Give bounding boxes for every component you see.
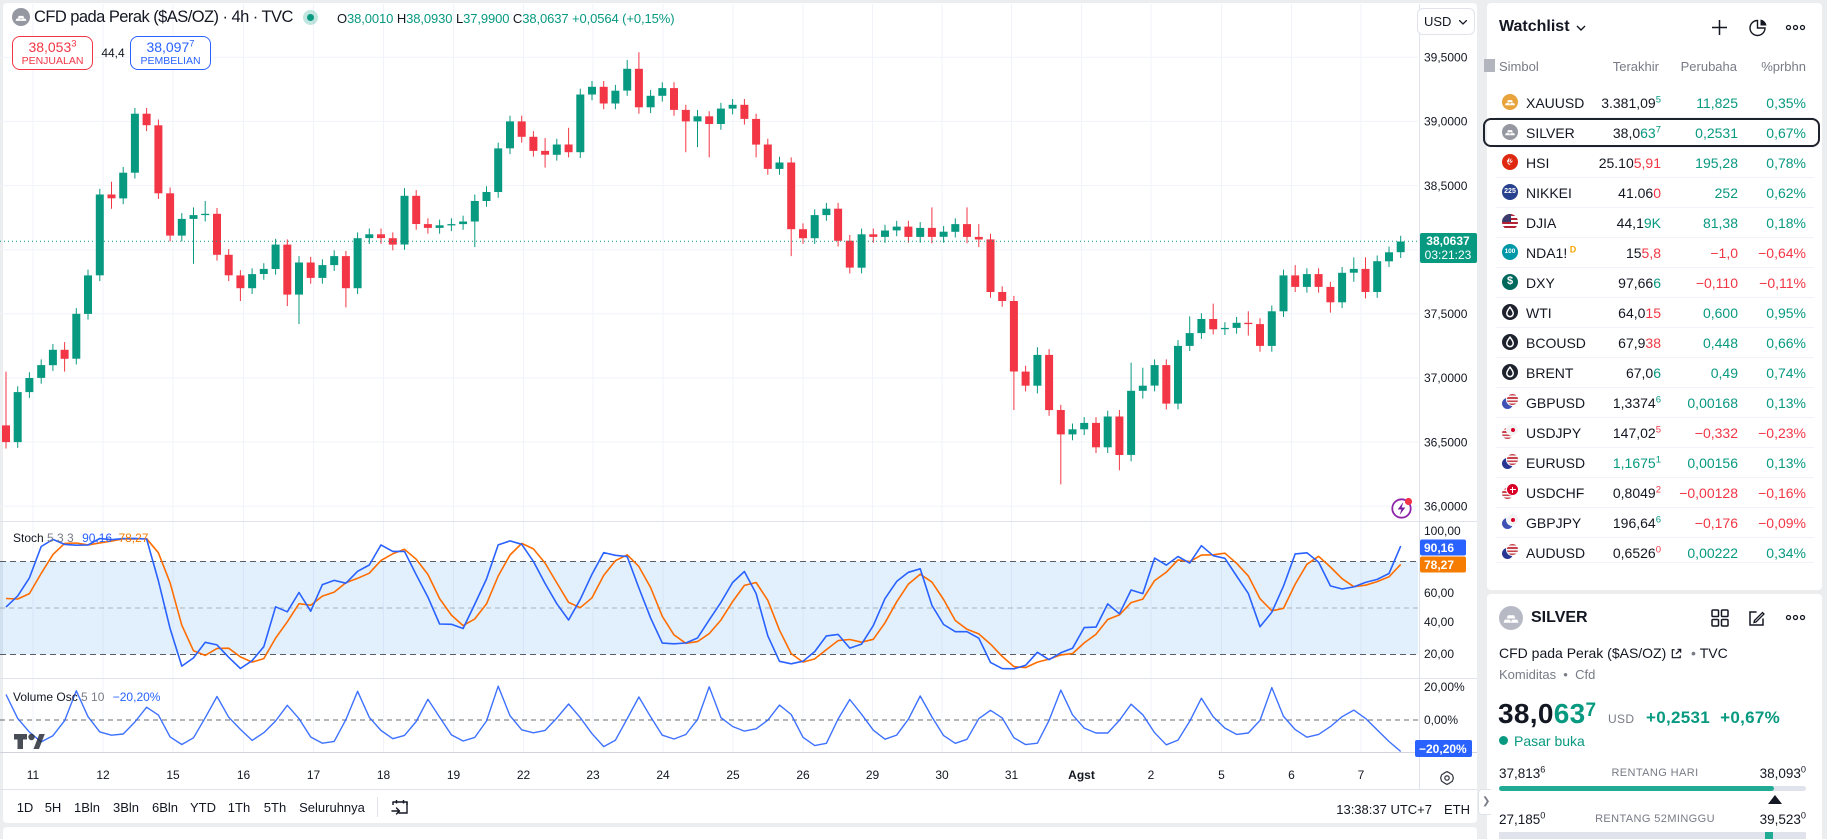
svg-text:20,00%: 20,00% — [1424, 680, 1465, 694]
svg-text:25: 25 — [726, 768, 740, 782]
svg-text:26: 26 — [796, 768, 810, 782]
svg-text:18: 18 — [377, 768, 391, 782]
svg-text:6: 6 — [1288, 768, 1295, 782]
svg-text:24: 24 — [656, 768, 670, 782]
svg-text:37,0000: 37,0000 — [1424, 371, 1468, 385]
svg-text:40,00: 40,00 — [1424, 615, 1454, 629]
svg-text:23: 23 — [586, 768, 600, 782]
svg-text:78,27: 78,27 — [1424, 558, 1454, 572]
svg-text:36,5000: 36,5000 — [1424, 435, 1468, 449]
svg-text:19: 19 — [447, 768, 461, 782]
svg-text:11: 11 — [27, 768, 40, 782]
svg-text:100,00: 100,00 — [1424, 524, 1461, 538]
svg-text:37,5000: 37,5000 — [1424, 307, 1468, 321]
svg-text:38,5000: 38,5000 — [1424, 179, 1468, 193]
svg-text:2: 2 — [1148, 768, 1155, 782]
svg-text:20,00: 20,00 — [1424, 647, 1454, 661]
svg-text:03:21:23: 03:21:23 — [1425, 248, 1472, 262]
svg-text:16: 16 — [237, 768, 251, 782]
svg-text:0,00%: 0,00% — [1424, 713, 1458, 727]
svg-text:Agst: Agst — [1068, 768, 1095, 782]
svg-text:39,0000: 39,0000 — [1424, 115, 1468, 129]
svg-text:−20,20%: −20,20% — [1419, 742, 1467, 756]
svg-text:22: 22 — [517, 768, 531, 782]
svg-text:39,5000: 39,5000 — [1424, 51, 1468, 65]
svg-text:5: 5 — [1218, 768, 1225, 782]
svg-text:29: 29 — [866, 768, 880, 782]
svg-text:31: 31 — [1005, 768, 1019, 782]
svg-text:38,0637: 38,0637 — [1426, 234, 1470, 248]
svg-text:7: 7 — [1358, 768, 1365, 782]
svg-text:90,16: 90,16 — [1424, 541, 1454, 555]
svg-text:36,0000: 36,0000 — [1424, 499, 1468, 513]
svg-text:30: 30 — [935, 768, 949, 782]
svg-text:60,00: 60,00 — [1424, 586, 1454, 600]
svg-text:12: 12 — [96, 768, 110, 782]
svg-text:15: 15 — [166, 768, 180, 782]
svg-text:17: 17 — [307, 768, 321, 782]
